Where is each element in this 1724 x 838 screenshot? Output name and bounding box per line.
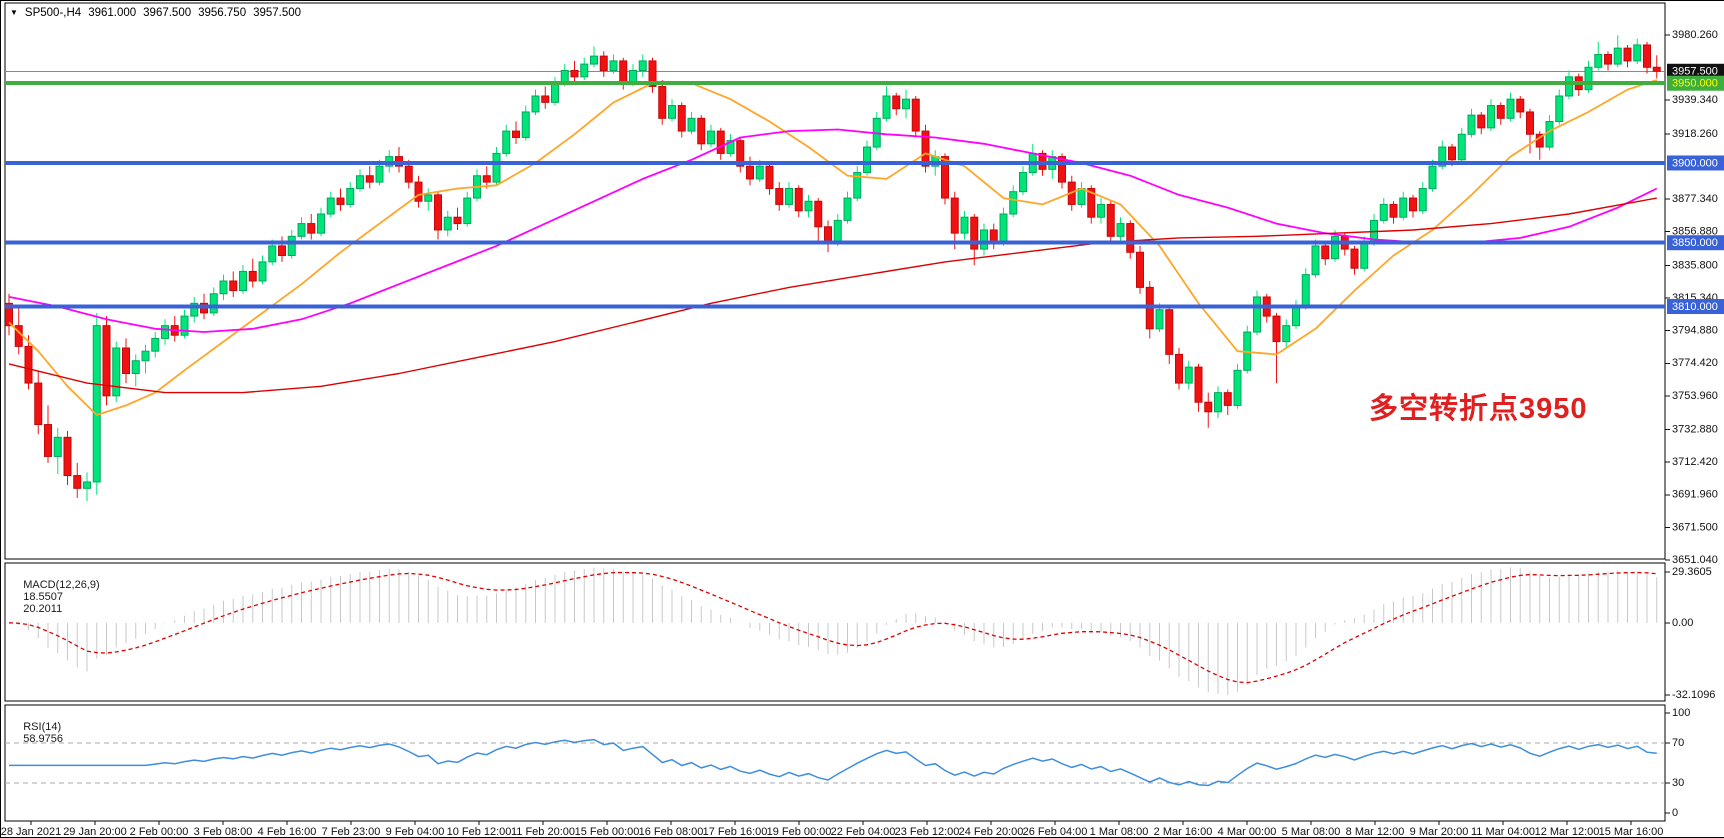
rsi-name: RSI(14) (23, 721, 62, 733)
symbol-timeframe-label: SP500-,H4 (24, 7, 82, 19)
svg-text:3712.420: 3712.420 (1672, 456, 1718, 468)
svg-text:3950.000: 3950.000 (1672, 78, 1718, 90)
svg-text:3980.260: 3980.260 (1672, 29, 1718, 41)
svg-text:3877.340: 3877.340 (1672, 193, 1718, 205)
annotation-text: 多空转折点3950 (1369, 393, 1588, 425)
svg-text:3732.880: 3732.880 (1672, 423, 1718, 435)
svg-text:5 Mar 08:00: 5 Mar 08:00 (1282, 826, 1341, 838)
svg-text:3 Feb 08:00: 3 Feb 08:00 (194, 826, 253, 838)
svg-text:11 Mar 04:00: 11 Mar 04:00 (1471, 826, 1535, 838)
macd-indicator-label: MACD(12,26,9) 18.5507 20.2011 (11, 567, 100, 627)
rsi-pane: 100 70 30 0 (5, 707, 1690, 819)
svg-text:7 Feb 23:00: 7 Feb 23:00 (322, 826, 381, 838)
svg-text:-32.1096: -32.1096 (1672, 689, 1715, 701)
svg-text:100: 100 (1672, 707, 1690, 719)
ohlc-low-value: 3956.750 (198, 7, 247, 19)
svg-text:3856.880: 3856.880 (1672, 226, 1718, 238)
pane-borders (4, 2, 1666, 822)
svg-text:19 Feb 00:00: 19 Feb 00:00 (767, 826, 832, 838)
svg-text:3753.960: 3753.960 (1672, 390, 1718, 402)
svg-text:8 Mar 12:00: 8 Mar 12:00 (1346, 826, 1405, 838)
svg-text:15 Feb 00:00: 15 Feb 00:00 (575, 826, 640, 838)
macd-signal-value: 20.2011 (23, 603, 63, 615)
svg-text:3651.040: 3651.040 (1672, 554, 1718, 566)
svg-text:0: 0 (1672, 807, 1678, 819)
price-axis: 3980.260 3939.340 3918.260 3877.340 3856.880… (1665, 29, 1724, 566)
svg-text:24 Feb 20:00: 24 Feb 20:00 (959, 826, 1024, 838)
rsi-value: 58.9756 (23, 733, 63, 745)
svg-text:15 Mar 16:00: 15 Mar 16:00 (1599, 826, 1664, 838)
svg-text:3810.000: 3810.000 (1672, 301, 1718, 313)
svg-text:0.00: 0.00 (1672, 617, 1693, 629)
svg-text:3794.880: 3794.880 (1672, 325, 1718, 337)
svg-text:16 Feb 08:00: 16 Feb 08:00 (639, 826, 704, 838)
svg-text:3918.260: 3918.260 (1672, 128, 1718, 140)
rsi-line (9, 738, 1657, 787)
macd-name: MACD(12,26,9) (23, 579, 100, 591)
svg-text:9 Mar 20:00: 9 Mar 20:00 (1410, 826, 1469, 838)
svg-text:12 Mar 12:00: 12 Mar 12:00 (1535, 826, 1600, 838)
horizontal-level-lines (5, 81, 1665, 309)
svg-text:17 Feb 16:00: 17 Feb 16:00 (703, 826, 768, 838)
svg-text:3957.500: 3957.500 (1672, 66, 1718, 78)
svg-text:29.3605: 29.3605 (1672, 566, 1712, 578)
svg-text:9 Feb 04:00: 9 Feb 04:00 (386, 826, 445, 838)
svg-text:2 Feb 00:00: 2 Feb 00:00 (130, 826, 189, 838)
macd-main-value: 18.5507 (23, 591, 63, 603)
ohlc-close-value: 3957.500 (253, 7, 302, 19)
chart-title-bar: ▼ SP500-,H4 3961.000 3967.500 3956.750 3… (10, 7, 301, 19)
macd-pane: 29.3605 0.00 -32.1096 (8, 566, 1715, 701)
svg-text:3939.340: 3939.340 (1672, 94, 1718, 106)
svg-text:2 Mar 16:00: 2 Mar 16:00 (1154, 826, 1213, 838)
macd-signal-line (8, 571, 1657, 684)
ohlc-high-value: 3967.500 (143, 7, 192, 19)
svg-text:30: 30 (1672, 777, 1684, 789)
svg-text:3835.800: 3835.800 (1672, 259, 1718, 271)
svg-text:3691.960: 3691.960 (1672, 489, 1718, 501)
svg-text:10 Feb 12:00: 10 Feb 12:00 (447, 826, 512, 838)
time-axis: 28 Jan 2021 29 Jan 20:00 2 Feb 00:00 3 Feb … (1, 821, 1664, 838)
svg-text:3774.420: 3774.420 (1672, 357, 1718, 369)
svg-text:22 Feb 04:00: 22 Feb 04:00 (831, 826, 896, 838)
collapse-chart-arrow-icon[interactable]: ▼ (10, 8, 18, 17)
ma-slow-red (8, 197, 1657, 394)
svg-text:23 Feb 12:00: 23 Feb 12:00 (895, 826, 960, 838)
ma-mid-magenta (8, 128, 1658, 333)
svg-text:3900.000: 3900.000 (1672, 157, 1718, 169)
rsi-indicator-label: RSI(14) 58.9756 (11, 709, 63, 757)
svg-text:26 Feb 04:00: 26 Feb 04:00 (1023, 826, 1088, 838)
ohlc-open-value: 3961.000 (88, 7, 137, 19)
svg-text:70: 70 (1672, 737, 1684, 749)
svg-text:1 Mar 08:00: 1 Mar 08:00 (1090, 826, 1149, 838)
svg-text:28 Jan 2021: 28 Jan 2021 (1, 826, 61, 838)
svg-text:4 Mar 00:00: 4 Mar 00:00 (1218, 826, 1277, 838)
svg-text:3671.500: 3671.500 (1672, 521, 1718, 533)
ma-fast-orange (8, 79, 1658, 416)
svg-text:4 Feb 16:00: 4 Feb 16:00 (258, 826, 317, 838)
svg-text:3850.000: 3850.000 (1672, 237, 1718, 249)
svg-text:29 Jan 20:00: 29 Jan 20:00 (63, 826, 127, 838)
svg-text:11 Feb 20:00: 11 Feb 20:00 (511, 826, 575, 838)
